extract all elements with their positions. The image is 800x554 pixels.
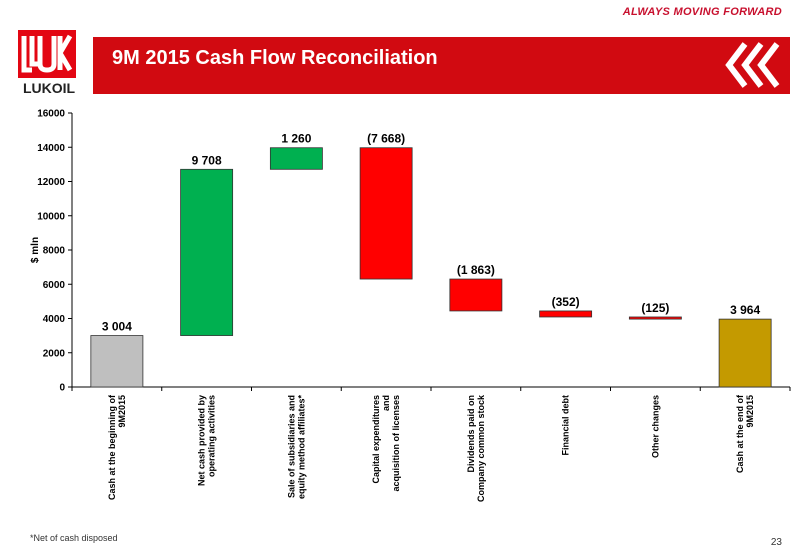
category-label-1: Net cash provided by operating activities [197, 395, 217, 486]
chart-labels: 3 004 9 708 1 260 (7 668) (1 863) (352) (125) 3… [102, 132, 761, 334]
category-label-3: Capital expenditures and acquisition of li… [371, 395, 401, 492]
category-label-line: Other changes [650, 395, 660, 458]
category-label-line: Cash at the beginning of [107, 394, 117, 500]
category-label-line: Sale of subsidiaries and [286, 395, 296, 498]
category-label-line: acquisition of licenses [391, 395, 401, 492]
bar-0 [90, 335, 144, 388]
data-label-2: 1 260 [281, 132, 311, 146]
category-label-line: Financial debt [561, 395, 571, 456]
data-label-3: (7 668) [367, 132, 405, 146]
category-label-line: Dividends paid on [466, 395, 476, 473]
category-label-line: Cash at the end of [735, 394, 745, 473]
y-tick-label: 8000 [43, 246, 66, 257]
bar-4 [449, 278, 503, 312]
data-label-0: 3 004 [102, 320, 132, 334]
chart-categories: Cash at the beginning of 9M2015 Net cash p… [107, 394, 755, 502]
category-label-line: Company common stock [476, 394, 486, 502]
bar-6 [628, 316, 682, 320]
lukoil-logo [18, 30, 76, 78]
category-label-0: Cash at the beginning of 9M2015 [107, 394, 127, 500]
data-label-4: (1 863) [457, 263, 495, 277]
category-label-line: 9M2015 [117, 395, 127, 428]
y-axis-label: $ mln [30, 237, 41, 263]
y-tick-label: 4000 [43, 314, 66, 325]
category-label-line: operating activities [207, 395, 217, 477]
category-label-2: Sale of subsidiaries and equity method af… [286, 395, 306, 500]
y-tick-label: 12000 [37, 177, 65, 188]
bar-1 [180, 168, 234, 336]
category-label-line: 9M2015 [745, 395, 755, 428]
bar-2 [269, 147, 323, 170]
page-title: 9M 2015 Cash Flow Reconciliation [112, 47, 438, 69]
category-label-7: Cash at the end of 9M2015 [735, 394, 755, 473]
y-tick-label: 0 [59, 383, 65, 394]
chevron-mark-icon [715, 38, 785, 93]
category-label-line: and [381, 395, 391, 411]
y-tick-label: 14000 [37, 143, 65, 154]
chart-axes: 0 2000 4000 6000 8000 10000 12000 14000 16000 $ m… [30, 109, 791, 394]
category-label-line: equity method affiliates* [296, 395, 306, 500]
y-tick-label: 16000 [37, 109, 65, 120]
data-label-7: 3 964 [730, 303, 760, 317]
footnote: *Net of cash disposed [30, 533, 118, 543]
bar-5 [539, 310, 593, 318]
bar-7 [718, 318, 772, 388]
tagline: ALWAYS MOVING FORWARD [622, 6, 782, 18]
category-label-4: Dividends paid on Company common stock [466, 394, 486, 502]
page-number: 23 [770, 537, 782, 548]
chart-bars [90, 147, 772, 388]
y-tick-label: 2000 [43, 348, 66, 359]
title-bar [93, 37, 790, 94]
category-label-5: Financial debt [561, 395, 571, 456]
y-tick-label: 6000 [43, 280, 66, 291]
data-label-1: 9 708 [192, 153, 222, 167]
data-label-5: (352) [552, 295, 580, 309]
brand-name: LUKOIL [22, 80, 76, 96]
y-tick-label: 10000 [37, 211, 65, 222]
bar-3 [359, 147, 413, 280]
category-label-line: Capital expenditures [371, 395, 381, 484]
data-label-6: (125) [641, 301, 669, 315]
category-label-6: Other changes [650, 395, 660, 458]
category-label-line: Net cash provided by [197, 395, 207, 486]
